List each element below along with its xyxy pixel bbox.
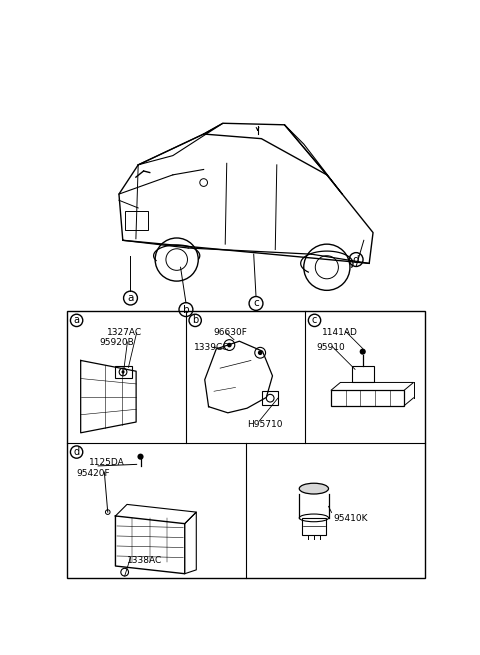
Bar <box>263 391 278 405</box>
Ellipse shape <box>299 483 328 494</box>
Text: 1339CC: 1339CC <box>193 343 229 352</box>
Bar <box>352 365 373 383</box>
Text: a: a <box>73 315 80 326</box>
Text: 95910: 95910 <box>316 343 345 352</box>
Text: c: c <box>312 315 317 326</box>
Text: 95420F: 95420F <box>77 469 110 478</box>
Circle shape <box>121 371 125 373</box>
Text: 1125DA: 1125DA <box>89 458 125 467</box>
Text: a: a <box>127 293 134 303</box>
Bar <box>115 366 132 378</box>
Text: c: c <box>253 299 259 309</box>
Text: H95710: H95710 <box>248 420 283 429</box>
Circle shape <box>360 348 366 355</box>
Circle shape <box>227 343 232 347</box>
Text: b: b <box>182 305 189 314</box>
Text: d: d <box>353 255 360 265</box>
Text: 1141AD: 1141AD <box>322 328 358 337</box>
Text: d: d <box>73 447 80 457</box>
Text: 1338AC: 1338AC <box>127 556 163 565</box>
Circle shape <box>258 350 263 355</box>
Circle shape <box>137 454 144 460</box>
Bar <box>301 518 326 535</box>
Bar <box>125 211 148 231</box>
Text: 96630F: 96630F <box>213 328 247 337</box>
Text: 95410K: 95410K <box>333 514 368 523</box>
Bar <box>331 390 404 405</box>
Text: 95920B: 95920B <box>100 338 134 347</box>
Bar <box>67 311 425 578</box>
Text: b: b <box>192 315 198 326</box>
Text: 1327AC: 1327AC <box>108 328 143 337</box>
